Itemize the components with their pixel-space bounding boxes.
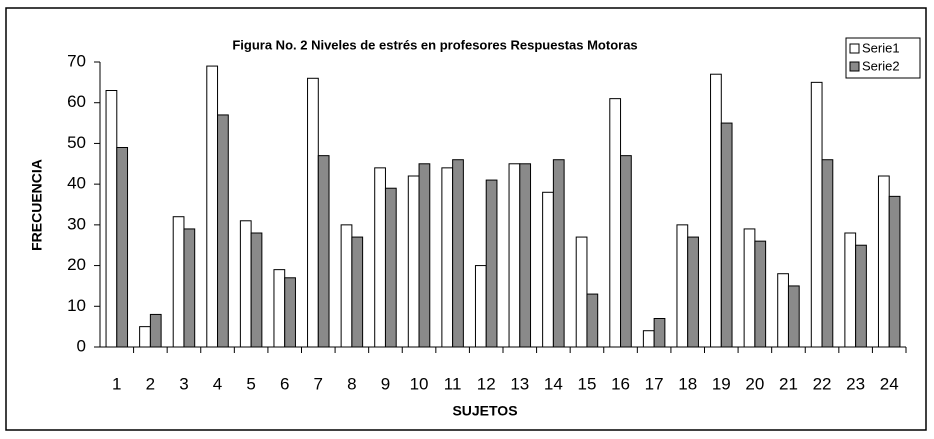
bar <box>418 163 431 348</box>
bar <box>844 232 857 348</box>
bar <box>284 277 296 348</box>
y-tick-label: 20 <box>67 255 86 274</box>
x-tick-label: 7 <box>314 374 323 393</box>
bar <box>474 265 487 348</box>
bar <box>676 224 689 348</box>
bar <box>542 191 554 348</box>
bar <box>787 285 800 348</box>
bar <box>508 163 521 348</box>
x-tick-label: 10 <box>410 374 429 393</box>
y-tick-label: 40 <box>67 174 86 193</box>
y-tick-label: 50 <box>67 133 86 152</box>
y-tick-label: 60 <box>67 92 86 111</box>
bar <box>116 147 129 348</box>
x-tick-label: 9 <box>381 374 390 393</box>
bar <box>407 175 420 348</box>
x-tick-label: 3 <box>179 374 188 393</box>
x-tick-label: 19 <box>712 374 731 393</box>
bar <box>642 330 655 348</box>
bar <box>441 167 454 348</box>
bar <box>139 326 151 348</box>
bar <box>710 73 722 348</box>
bar <box>586 293 599 348</box>
bar <box>888 195 901 348</box>
y-tick-label: 0 <box>77 336 86 355</box>
x-tick-label: 5 <box>246 374 255 393</box>
bar <box>351 236 364 348</box>
legend-swatch <box>849 43 860 54</box>
y-tick-label: 10 <box>67 296 86 315</box>
x-tick-label: 18 <box>678 374 697 393</box>
x-tick-label: 8 <box>347 374 356 393</box>
bar <box>250 232 263 348</box>
x-tick-label: 24 <box>880 374 899 393</box>
bar <box>105 90 118 348</box>
x-tick-label: 15 <box>577 374 596 393</box>
y-axis-label: FRECUENCIA <box>29 159 45 251</box>
bar <box>552 159 565 348</box>
y-tick-label: 70 <box>67 51 86 70</box>
bar <box>384 187 397 348</box>
bar <box>183 228 196 348</box>
bar <box>575 236 588 348</box>
x-tick-label: 16 <box>611 374 630 393</box>
x-tick-label: 6 <box>280 374 289 393</box>
x-tick-label: 1 <box>112 374 121 393</box>
y-tick-label: 30 <box>67 214 86 233</box>
x-tick-label: 13 <box>510 374 529 393</box>
bar <box>519 163 532 348</box>
bar <box>206 65 219 348</box>
x-tick-label: 4 <box>213 374 222 393</box>
bar <box>340 224 353 348</box>
legend-label: Serie1 <box>862 40 900 55</box>
legend-label: Serie2 <box>862 58 900 73</box>
x-tick-label: 12 <box>477 374 496 393</box>
bar <box>307 77 319 348</box>
bar <box>149 313 162 348</box>
x-tick-label: 22 <box>813 374 832 393</box>
bar <box>317 155 330 348</box>
x-tick-label: 2 <box>146 374 155 393</box>
bar <box>609 98 622 348</box>
bar <box>855 244 867 348</box>
bar <box>239 220 252 348</box>
x-tick-label: 11 <box>444 374 462 393</box>
bar <box>273 269 286 348</box>
bar <box>217 114 229 348</box>
bar <box>374 167 386 348</box>
x-tick-label: 17 <box>645 374 664 393</box>
x-tick-label: 23 <box>846 374 865 393</box>
bar <box>743 228 756 348</box>
bar <box>720 122 733 348</box>
bar <box>452 159 464 348</box>
x-tick-label: 14 <box>544 374 563 393</box>
bar <box>754 240 767 348</box>
bar <box>620 155 632 348</box>
legend-swatch <box>849 61 860 72</box>
chart-title: Figura No. 2 Niveles de estrés en profes… <box>232 37 637 52</box>
bar <box>485 179 498 348</box>
bar <box>821 159 834 348</box>
x-tick-label: 21 <box>779 374 798 393</box>
bar <box>687 236 699 348</box>
bar <box>777 273 789 348</box>
bar <box>877 175 890 348</box>
bar <box>810 81 823 348</box>
x-tick-label: 20 <box>745 374 764 393</box>
x-axis-label: SUJETOS <box>452 403 517 419</box>
bar <box>172 216 185 348</box>
frame <box>5 7 927 431</box>
bar <box>653 318 666 348</box>
